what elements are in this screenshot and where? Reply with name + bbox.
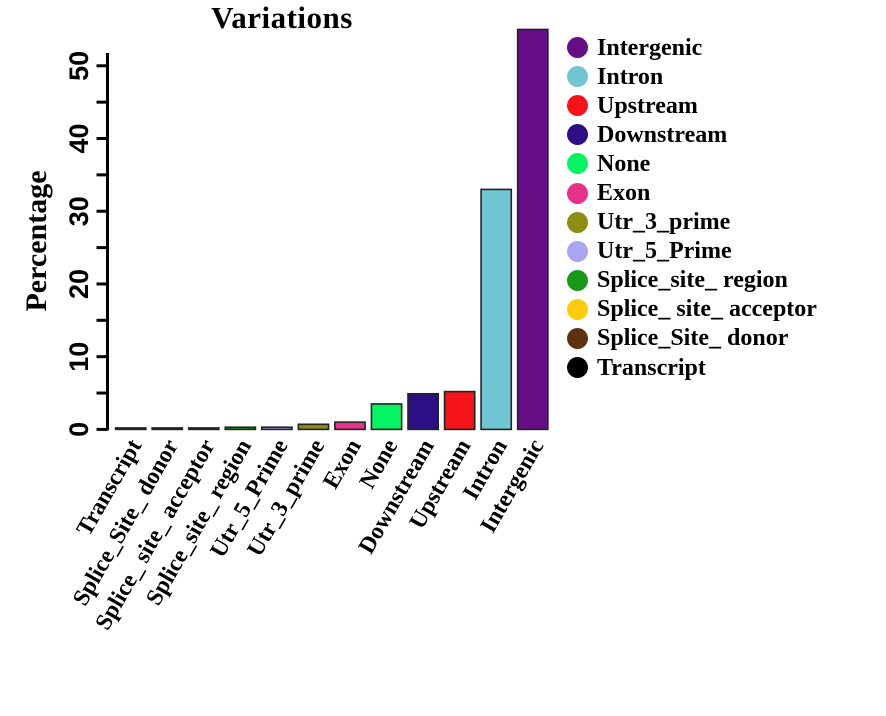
bar-splice-site-region	[224, 426, 257, 431]
bar-splice-site-donor	[151, 427, 184, 431]
legend-label: Exon	[597, 180, 651, 207]
legend-item-utr-3-prime: Utr_3_prime	[567, 208, 817, 237]
legend-item-splice-site-region: Splice_site_ region	[567, 266, 817, 295]
y-axis-title: Percentage	[20, 170, 53, 312]
legend-label: Splice_site_ region	[597, 267, 788, 294]
y-tick-label-50: 50	[64, 51, 94, 81]
legend-label: Transcript	[597, 354, 706, 381]
bar-upstream	[443, 390, 476, 431]
legend-swatch-icon	[567, 66, 588, 88]
legend-swatch-icon	[567, 298, 588, 320]
legend: Intergenic Intron Upstream Downstream None Ex…	[567, 33, 817, 382]
bar-splice-site-acceptor	[187, 427, 220, 431]
legend-item-none: None	[567, 149, 817, 178]
legend-label: None	[597, 150, 651, 177]
legend-item-downstream: Downstream	[567, 120, 817, 149]
bar-none	[370, 403, 403, 431]
bar-downstream	[407, 392, 440, 431]
legend-swatch-icon	[567, 211, 588, 233]
bar-utr-3-prime	[297, 423, 330, 431]
bar-intron	[480, 188, 513, 431]
legend-swatch-icon	[567, 37, 588, 59]
bar-transcript	[114, 427, 147, 431]
legend-item-intron: Intron	[567, 62, 817, 91]
legend-swatch-icon	[567, 182, 588, 204]
legend-item-intergenic: Intergenic	[567, 33, 817, 62]
legend-label: Intergenic	[597, 34, 703, 61]
legend-label: Downstream	[597, 121, 728, 148]
legend-item-exon: Exon	[567, 178, 817, 207]
legend-swatch-icon	[567, 357, 588, 379]
legend-label: Upstream	[597, 92, 698, 119]
chart-title: Variations	[211, 0, 353, 35]
legend-swatch-icon	[567, 124, 588, 146]
y-tick-label-30: 30	[64, 196, 94, 226]
legend-item-splice-site-donor: Splice_Site_ donor	[567, 324, 817, 353]
legend-label: Utr_5_Prime	[597, 238, 732, 265]
x-tick-label-exon: Exon	[318, 435, 367, 493]
legend-item-upstream: Upstream	[567, 91, 817, 120]
y-tick-label-0: 0	[64, 422, 94, 437]
bar-utr-5-prime	[260, 426, 293, 431]
legend-swatch-icon	[567, 153, 588, 175]
legend-label: Splice_ site_ acceptor	[597, 296, 817, 323]
y-tick-label-20: 20	[64, 269, 94, 299]
legend-item-utr-5-prime: Utr_5_Prime	[567, 237, 817, 266]
bar-exon	[334, 421, 366, 431]
legend-swatch-icon	[567, 269, 588, 291]
bar-intergenic	[516, 28, 549, 431]
legend-label: Intron	[597, 63, 664, 90]
legend-label: Utr_3_prime	[597, 209, 731, 236]
y-tick-label-10: 10	[64, 342, 94, 372]
legend-label: Splice_Site_ donor	[597, 325, 789, 352]
legend-item-splice-site-acceptor: Splice_ site_ acceptor	[567, 295, 817, 324]
y-tick-label-40: 40	[64, 123, 94, 153]
legend-item-transcript: Transcript	[567, 353, 817, 382]
legend-swatch-icon	[567, 327, 588, 349]
legend-swatch-icon	[567, 240, 588, 262]
legend-swatch-icon	[567, 95, 588, 117]
